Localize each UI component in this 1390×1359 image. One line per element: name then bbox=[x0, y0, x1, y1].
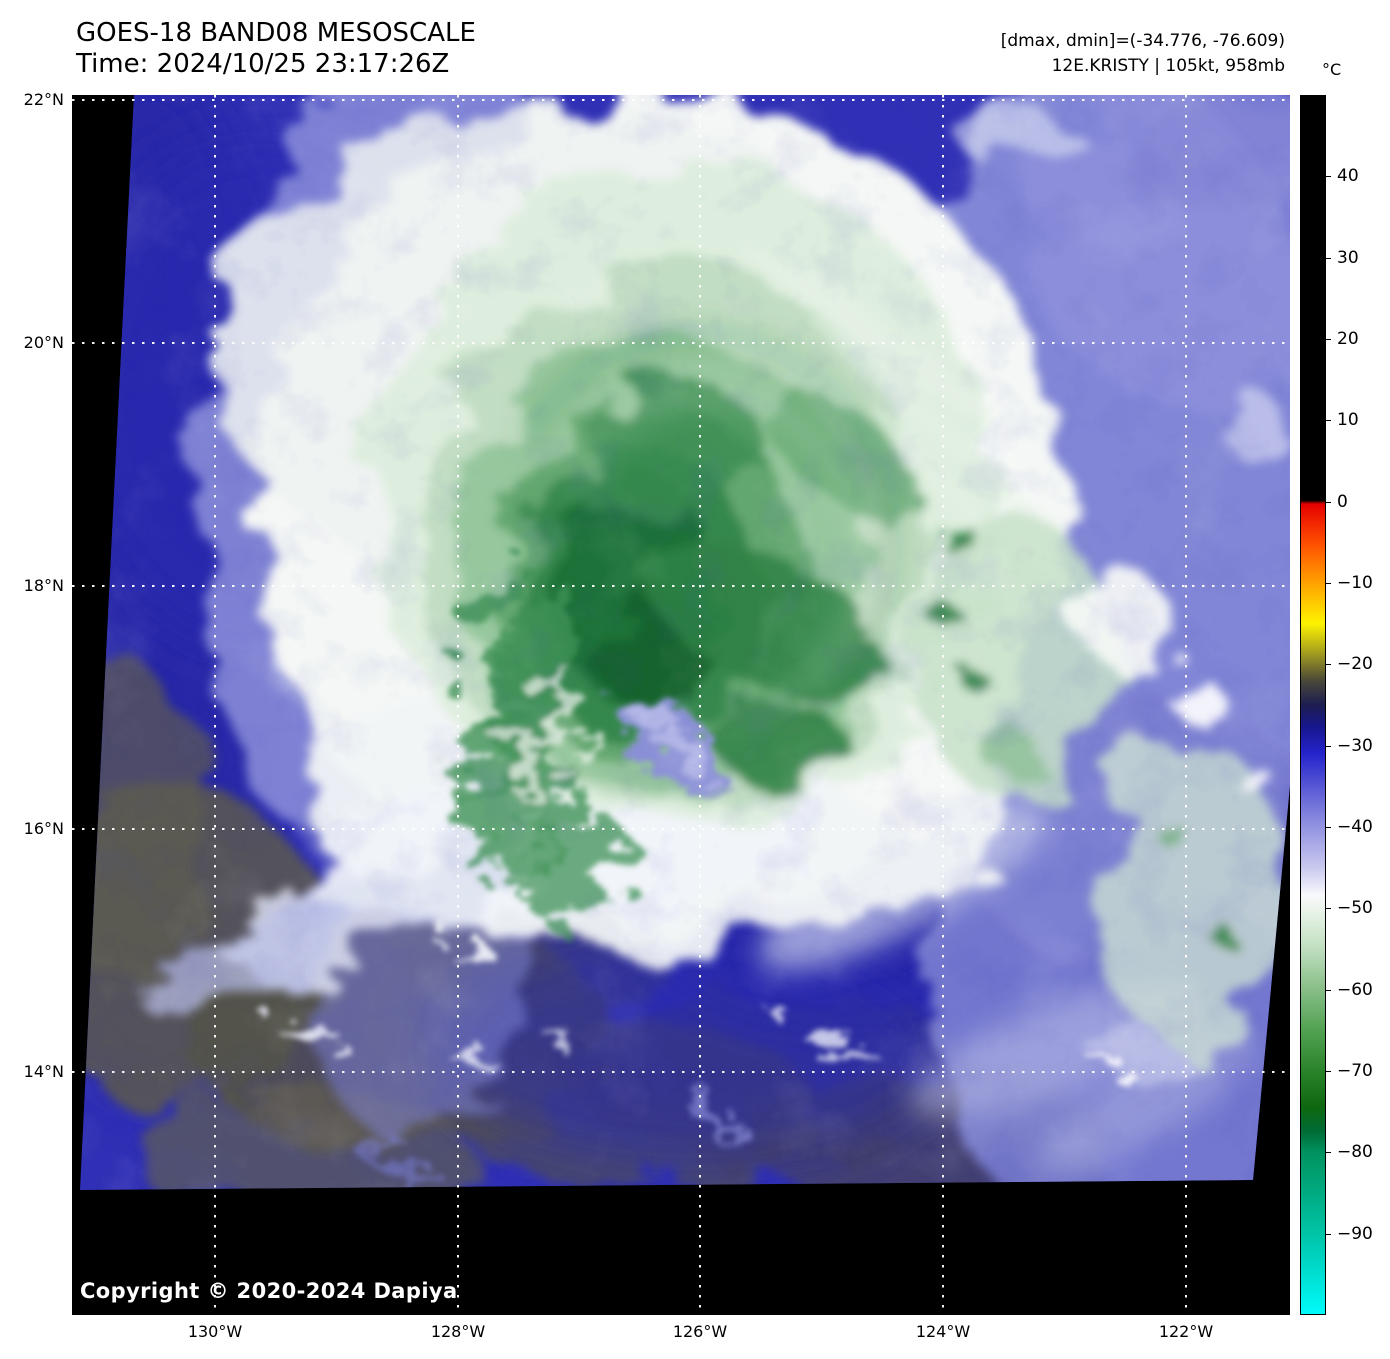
colorbar-label-m50: −50 bbox=[1337, 898, 1373, 918]
colorbar-label-m70: −70 bbox=[1337, 1061, 1373, 1081]
page-title: GOES-18 BAND08 MESOSCALE bbox=[76, 18, 476, 48]
satellite-map: Copyright © 2020-2024 Dapiya bbox=[72, 95, 1290, 1315]
colorbar-label-m30: −30 bbox=[1337, 736, 1373, 756]
storm-annotation: 12E.KRISTY | 105kt, 958mb bbox=[1051, 56, 1285, 76]
colorbar-label-0: 0 bbox=[1337, 492, 1348, 512]
lat-label-20n: 20°N bbox=[23, 333, 64, 352]
colorbar-label-30: 30 bbox=[1337, 248, 1359, 268]
colorbar-gradient bbox=[1300, 95, 1326, 1315]
colorbar-label-m80: −80 bbox=[1337, 1142, 1373, 1162]
colorbar-tickmark bbox=[1326, 746, 1331, 747]
colorbar-tickmark bbox=[1326, 583, 1331, 584]
lon-label-126w: 126°W bbox=[672, 1322, 728, 1341]
colorbar-tickmark bbox=[1326, 420, 1331, 421]
satellite-imagery bbox=[72, 95, 1290, 1315]
colorbar-label-10: 10 bbox=[1337, 410, 1359, 430]
colorbar-label-m20: −20 bbox=[1337, 654, 1373, 674]
range-annotation: [dmax, dmin]=(-34.776, -76.609) bbox=[1000, 31, 1285, 51]
colorbar-tickmark bbox=[1326, 339, 1331, 340]
lon-label-122w: 122°W bbox=[1158, 1322, 1214, 1341]
lon-label-128w: 128°W bbox=[430, 1322, 486, 1341]
data-swath bbox=[80, 95, 1290, 1190]
lon-label-124w: 124°W bbox=[915, 1322, 971, 1341]
colorbar-unit: °C bbox=[1322, 60, 1342, 79]
colorbar-tickmark bbox=[1326, 908, 1331, 909]
colorbar-tickmark bbox=[1326, 176, 1331, 177]
graticule bbox=[72, 95, 1290, 1315]
colorbar-label-m40: −40 bbox=[1337, 817, 1373, 837]
lat-label-18n: 18°N bbox=[23, 576, 64, 595]
lat-label-22n: 22°N bbox=[23, 90, 64, 109]
colorbar-tickmark bbox=[1326, 827, 1331, 828]
colorbar-label-20: 20 bbox=[1337, 329, 1359, 349]
colorbar-tickmark bbox=[1326, 664, 1331, 665]
colorbar-label-m60: −60 bbox=[1337, 980, 1373, 1000]
colorbar-tickmark bbox=[1326, 1071, 1331, 1072]
lon-label-130w: 130°W bbox=[187, 1322, 243, 1341]
colorbar-tickmark bbox=[1326, 1234, 1331, 1235]
lat-label-14n: 14°N bbox=[23, 1062, 64, 1081]
colorbar-tickmark bbox=[1326, 258, 1331, 259]
colorbar-tickmark bbox=[1326, 1152, 1331, 1153]
copyright-watermark: Copyright © 2020-2024 Dapiya bbox=[80, 1279, 458, 1303]
colorbar-label-m10: −10 bbox=[1337, 573, 1373, 593]
colorbar-label-40: 40 bbox=[1337, 166, 1359, 186]
colorbar-label-m90: −90 bbox=[1337, 1224, 1373, 1244]
colorbar-tickmark bbox=[1326, 990, 1331, 991]
lat-label-16n: 16°N bbox=[23, 819, 64, 838]
colorbar-tickmark bbox=[1326, 502, 1331, 503]
texture-light bbox=[80, 95, 1290, 1190]
timestamp: Time: 2024/10/25 23:17:26Z bbox=[76, 49, 450, 79]
